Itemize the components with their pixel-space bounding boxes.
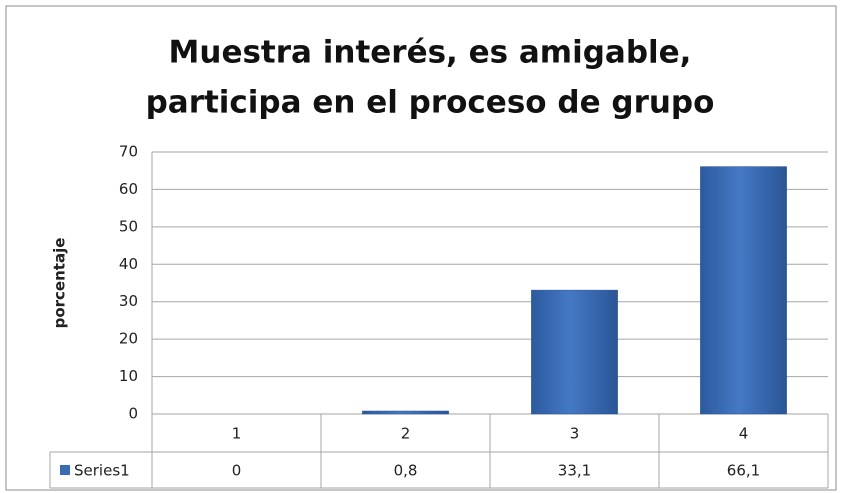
table-value: 0 (232, 462, 242, 480)
y-axis-label: porcentaje (51, 238, 69, 329)
table-value: 66,1 (727, 462, 760, 480)
x-tick-label: 3 (570, 425, 580, 443)
table-value: 33,1 (558, 462, 591, 480)
x-tick-label: 4 (739, 425, 749, 443)
y-tick-label: 40 (119, 255, 138, 273)
y-tick-label: 50 (119, 217, 138, 235)
x-tick-label: 2 (401, 425, 411, 443)
bar (362, 410, 449, 415)
y-tick-label: 20 (119, 330, 138, 348)
y-tick-label: 70 (119, 143, 138, 161)
chart-title: participa en el proceso de grupo (146, 85, 715, 121)
legend-label: Series1 (74, 462, 130, 480)
bar (700, 166, 787, 415)
y-tick-label: 60 (119, 180, 138, 198)
chart-frame (5, 5, 837, 491)
chart-title: Muestra interés, es amigable, (169, 35, 692, 71)
table-value: 0,8 (394, 462, 418, 480)
bar (531, 289, 618, 415)
x-tick-label: 1 (232, 425, 242, 443)
y-tick-label: 10 (119, 367, 138, 385)
legend-swatch (60, 465, 70, 475)
y-tick-label: 30 (119, 292, 138, 310)
y-tick-label: 0 (128, 405, 138, 423)
